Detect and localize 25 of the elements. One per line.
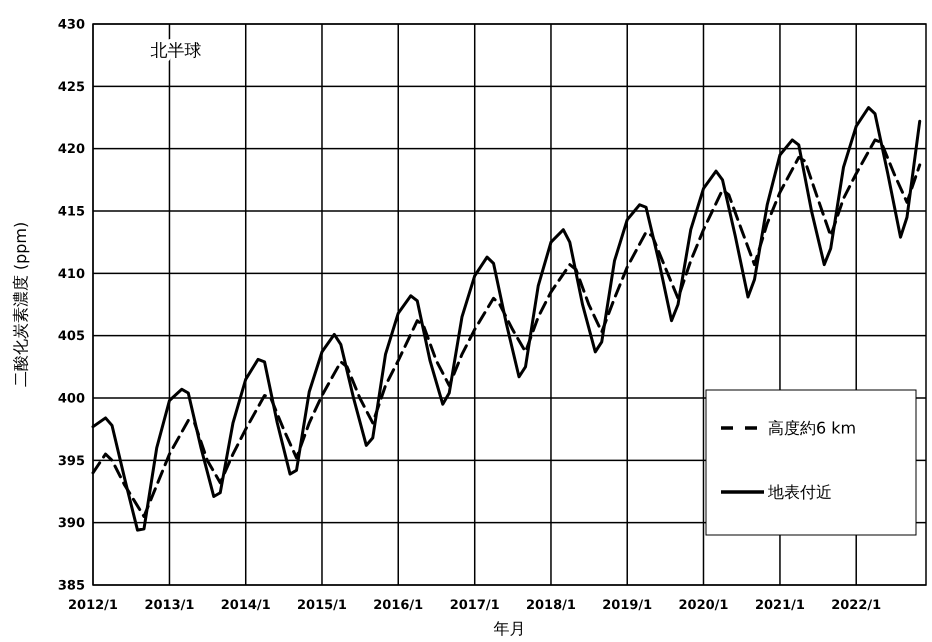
y-tick-label: 420 [58, 142, 85, 158]
y-tick-label: 390 [58, 516, 85, 532]
x-tick-label: 2019/1 [602, 598, 652, 613]
y-tick-label: 415 [58, 204, 85, 220]
y-tick-label: 405 [58, 329, 85, 344]
legend-label: 地表付近 [767, 482, 832, 502]
y-tick-label: 410 [58, 266, 85, 282]
x-axis-title: 年月 [494, 619, 526, 638]
y-tick-label: 400 [58, 392, 85, 407]
x-tick-label: 2021/1 [754, 598, 805, 613]
x-tick-label: 2020/1 [678, 598, 728, 613]
y-tick-label: 430 [58, 18, 85, 33]
y-tick-label: 425 [58, 80, 85, 95]
y-tick-label: 385 [58, 578, 85, 594]
x-tick-label: 2012/1 [68, 598, 118, 613]
legend-label: 高度約6 km [768, 418, 856, 438]
x-tick-label: 2014/1 [220, 598, 271, 613]
x-tick-label: 2022/1 [831, 598, 882, 613]
x-tick-label: 2018/1 [526, 598, 576, 613]
y-axis-title: 二酸化炭素濃度 (ppm) [11, 222, 30, 388]
x-tick-label: 2015/1 [296, 598, 347, 613]
x-tick-label: 2017/1 [450, 598, 500, 613]
y-tick-label: 395 [58, 454, 85, 469]
x-tick-label: 2013/1 [144, 598, 194, 613]
x-tick-label: 2016/1 [373, 598, 424, 613]
